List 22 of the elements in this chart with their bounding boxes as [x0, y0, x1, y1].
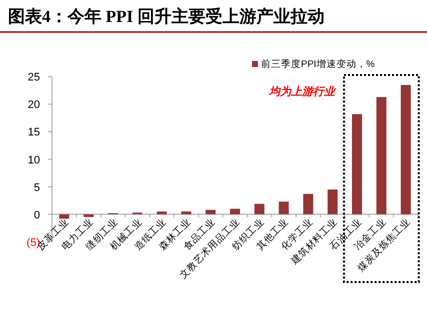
bar: [303, 194, 314, 214]
bar: [230, 208, 240, 214]
chart-title: 图表4：今年 PPI 回升主要受上游产业拉动: [8, 7, 324, 26]
bar: [156, 212, 167, 214]
bar: [84, 214, 94, 218]
y-tick-label: 15: [28, 126, 40, 139]
annotation: 均为上游行业: [268, 85, 337, 98]
bar: [59, 214, 70, 219]
bar: [400, 84, 411, 214]
y-tick-label: 5: [34, 182, 40, 194]
legend-label: 前三季度PPI增速变动，%: [261, 58, 376, 70]
bar: [181, 212, 192, 214]
bar: [376, 97, 386, 214]
y-tick-label: 25: [28, 72, 40, 84]
bar: [278, 202, 289, 214]
bar: [206, 210, 216, 214]
bar: [352, 114, 362, 214]
y-tick-label: 0: [34, 209, 40, 222]
bar: [328, 190, 338, 214]
bar: [254, 204, 264, 214]
y-tick-label: 10: [28, 154, 40, 166]
y-tick-label: 20: [28, 99, 40, 112]
